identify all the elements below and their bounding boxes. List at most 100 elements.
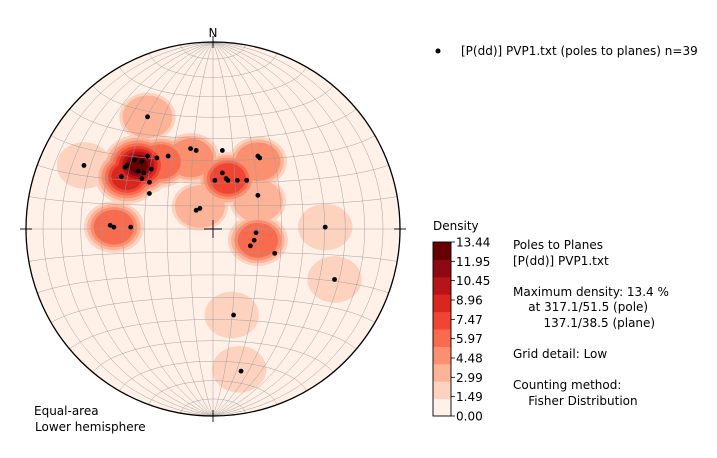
pole-point bbox=[219, 170, 225, 176]
colorbar-tick-label: 7.47 bbox=[456, 313, 483, 327]
pole-point bbox=[154, 155, 160, 161]
colorbar-segment bbox=[433, 363, 451, 382]
pole-point bbox=[231, 312, 236, 318]
colorbar-segment bbox=[433, 276, 451, 295]
density-contours bbox=[56, 92, 362, 393]
colorbar-segment bbox=[433, 381, 451, 400]
pole-point bbox=[141, 170, 147, 176]
pole-point bbox=[253, 230, 259, 236]
colorbar-tick-label: 5.97 bbox=[456, 332, 483, 346]
pole-point bbox=[225, 177, 231, 183]
small-circle-line bbox=[92, 340, 334, 373]
colorbar-tick-label: 1.49 bbox=[456, 390, 483, 404]
pole-point bbox=[107, 222, 113, 228]
info-line: Fisher Distribution bbox=[513, 393, 638, 408]
legend-label: [P(dd)] PVP1.txt (poles to planes) n=39 bbox=[461, 44, 698, 58]
colorbar-tick-label: 4.48 bbox=[456, 352, 483, 366]
info-line: Counting method: bbox=[513, 378, 622, 393]
pole-point bbox=[248, 243, 253, 249]
colorbar-tick-label: 2.99 bbox=[456, 371, 483, 385]
info-line bbox=[513, 332, 669, 348]
small-circle-line bbox=[69, 108, 357, 139]
pole-point bbox=[145, 114, 150, 120]
colorbar-segment bbox=[433, 311, 451, 330]
small-circle-line bbox=[50, 297, 376, 323]
density-contour-level-4 bbox=[237, 222, 279, 258]
small-circle-line bbox=[180, 44, 246, 60]
density-contour-level-1 bbox=[211, 345, 267, 393]
small-circle-line bbox=[28, 251, 398, 262]
info-line: Poles to Planes bbox=[513, 238, 603, 252]
colorbar-tick-label: 13.44 bbox=[456, 236, 490, 250]
pole-point bbox=[244, 177, 250, 183]
pole-points bbox=[81, 114, 337, 374]
pole-point bbox=[251, 237, 257, 243]
pole-point bbox=[257, 155, 263, 161]
pole-point bbox=[165, 153, 171, 159]
small-circle-line bbox=[119, 361, 307, 392]
pole-point bbox=[234, 177, 240, 183]
pole-point bbox=[139, 159, 145, 165]
pole-point bbox=[122, 164, 128, 170]
pole-point bbox=[139, 176, 145, 181]
small-circle-line bbox=[180, 398, 246, 414]
colorbar-segment bbox=[433, 346, 451, 365]
small-circle-line bbox=[119, 66, 307, 97]
pole-point bbox=[238, 368, 244, 374]
colorbar-frame bbox=[432, 241, 452, 417]
info-panel: Poles to Planes [P(dd)] PVP1.txt Maximum d… bbox=[513, 238, 669, 410]
small-circle-line bbox=[148, 53, 278, 78]
colorbar-tick-label: 0.00 bbox=[456, 410, 483, 424]
pole-point bbox=[322, 224, 328, 230]
colorbar-tick-label: 11.95 bbox=[456, 255, 490, 269]
colorbar-tick-label: 10.45 bbox=[456, 274, 490, 288]
legend-marker bbox=[435, 48, 441, 54]
pole-point bbox=[147, 179, 152, 185]
projection-label: Equal-area bbox=[34, 404, 99, 418]
pole-point bbox=[118, 174, 124, 180]
small-circle-line bbox=[92, 85, 334, 118]
info-line bbox=[513, 269, 669, 285]
small-circle-line bbox=[37, 274, 389, 294]
colorbar-segment bbox=[433, 259, 451, 278]
colorbar-segment bbox=[433, 242, 451, 260]
pole-point bbox=[147, 191, 152, 196]
small-circle-line bbox=[28, 196, 398, 207]
colorbar-segment bbox=[433, 398, 451, 417]
info-line bbox=[513, 363, 669, 379]
small-circle-line bbox=[69, 319, 357, 350]
pole-point bbox=[188, 146, 193, 151]
colorbar-segment bbox=[433, 329, 451, 347]
small-circle-line bbox=[148, 380, 278, 405]
density-colorbar: 13.44 11.95 10.45 8.96 7.47 5.97 4.48 2.99 1.49 0… bbox=[432, 236, 490, 424]
hemisphere-label: Lower hemisphere bbox=[35, 420, 146, 434]
cross-ticks bbox=[20, 36, 406, 422]
pole-point bbox=[193, 148, 199, 153]
pole-point bbox=[219, 148, 225, 153]
north-label: N bbox=[209, 26, 218, 40]
info-line: Grid detail: Low bbox=[513, 347, 608, 362]
pole-point bbox=[135, 168, 141, 174]
small-circle-line bbox=[37, 164, 389, 184]
pole-point bbox=[255, 192, 261, 198]
pole-point bbox=[145, 153, 150, 159]
pole-point bbox=[212, 177, 218, 183]
pole-point bbox=[81, 163, 87, 168]
colorbar-segment bbox=[433, 294, 451, 313]
small-circle-line bbox=[50, 135, 376, 161]
colorbar-title: Density bbox=[433, 219, 479, 233]
colorbar-tick-label: 8.96 bbox=[456, 294, 483, 308]
pole-point bbox=[111, 224, 117, 230]
pole-point bbox=[193, 207, 199, 213]
info-line: at 317.1/51.5 (pole) bbox=[513, 300, 649, 315]
info-line: Maximum density: 13.4 % bbox=[513, 284, 669, 299]
pole-point bbox=[132, 157, 137, 163]
pole-point bbox=[197, 206, 203, 211]
info-line: 137.1/38.5 (plane) bbox=[513, 315, 656, 330]
pole-point bbox=[148, 166, 154, 172]
pole-point bbox=[128, 224, 134, 230]
pole-point bbox=[272, 250, 278, 256]
pole-point bbox=[332, 277, 337, 282]
info-line: [P(dd)] PVP1.txt bbox=[513, 253, 609, 268]
